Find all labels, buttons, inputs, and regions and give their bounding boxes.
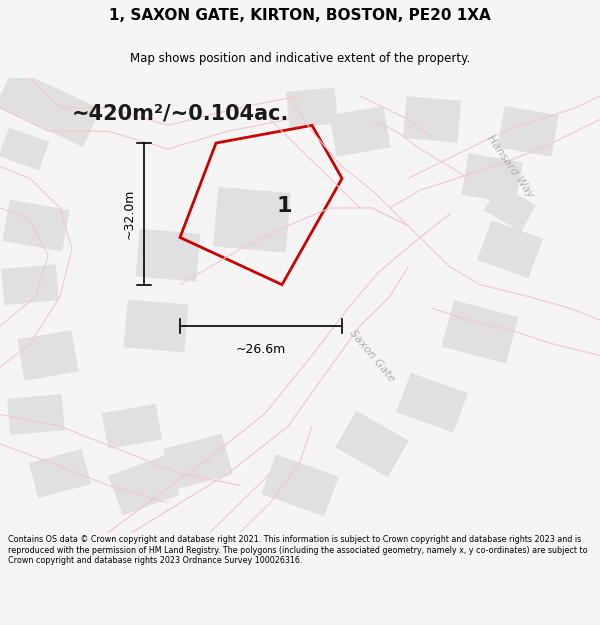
Polygon shape	[462, 154, 522, 203]
Polygon shape	[498, 106, 558, 156]
Polygon shape	[136, 229, 200, 281]
Polygon shape	[484, 185, 536, 231]
Text: Saxon Gate: Saxon Gate	[347, 328, 397, 384]
Polygon shape	[164, 434, 232, 489]
Polygon shape	[109, 456, 179, 515]
Polygon shape	[0, 128, 49, 170]
Polygon shape	[3, 200, 69, 251]
Polygon shape	[287, 88, 337, 127]
Text: 1: 1	[277, 196, 292, 216]
Polygon shape	[2, 265, 58, 304]
Polygon shape	[397, 373, 467, 432]
Text: Map shows position and indicative extent of the property.: Map shows position and indicative extent…	[130, 52, 470, 65]
Polygon shape	[124, 300, 188, 352]
Polygon shape	[478, 221, 542, 278]
Text: Hansard Way: Hansard Way	[485, 134, 535, 200]
Polygon shape	[335, 411, 409, 477]
Polygon shape	[442, 301, 518, 363]
Text: ~26.6m: ~26.6m	[236, 343, 286, 356]
Polygon shape	[18, 331, 78, 381]
Text: ~32.0m: ~32.0m	[122, 189, 136, 239]
Polygon shape	[0, 69, 100, 146]
Polygon shape	[330, 106, 390, 156]
Polygon shape	[214, 188, 290, 253]
Polygon shape	[29, 449, 91, 498]
Polygon shape	[102, 404, 162, 448]
Text: Contains OS data © Crown copyright and database right 2021. This information is : Contains OS data © Crown copyright and d…	[8, 535, 587, 565]
Polygon shape	[8, 394, 64, 434]
Text: 1, SAXON GATE, KIRTON, BOSTON, PE20 1XA: 1, SAXON GATE, KIRTON, BOSTON, PE20 1XA	[109, 8, 491, 23]
Polygon shape	[262, 455, 338, 516]
Text: ~420m²/~0.104ac.: ~420m²/~0.104ac.	[72, 104, 289, 124]
Polygon shape	[403, 96, 461, 142]
